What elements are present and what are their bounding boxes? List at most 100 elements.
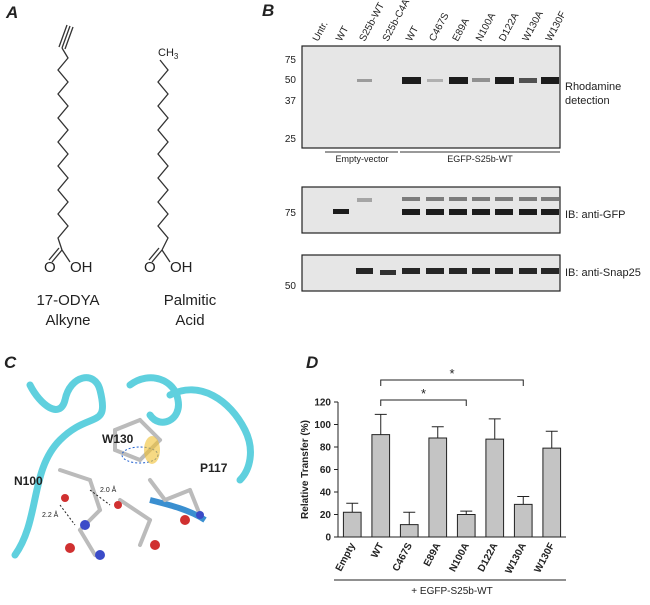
lane-label: W130F	[544, 10, 569, 44]
significance-label: *	[449, 366, 454, 381]
y-tick-label: 120	[314, 398, 331, 409]
molecule-name: Palmitic	[164, 292, 217, 309]
x-tick-label: W130A	[504, 541, 529, 576]
band	[472, 268, 490, 274]
y-tick-label: 80	[320, 443, 332, 454]
y-tick-label: 60	[320, 465, 332, 476]
bar	[513, 503, 533, 538]
atom-label: O	[44, 259, 56, 276]
band	[541, 209, 559, 215]
residue-label: N100	[14, 474, 43, 488]
band	[541, 268, 559, 274]
molecule-name: Alkyne	[45, 312, 90, 329]
band	[402, 77, 421, 84]
y-tick-label: 40	[320, 488, 332, 499]
band	[356, 268, 373, 274]
lane-label: D122A	[497, 11, 521, 43]
error-bar	[460, 510, 473, 515]
bar	[371, 434, 391, 538]
marker-label: 37	[285, 96, 297, 107]
band	[495, 77, 514, 84]
x-tick-label: Empty	[334, 541, 358, 574]
significance-label: *	[421, 386, 426, 401]
x-tick-label: W130F	[533, 541, 558, 575]
error-bar	[488, 418, 501, 440]
panel-label: C	[4, 353, 17, 372]
band	[541, 197, 559, 201]
bar	[485, 438, 505, 538]
panel-label: B	[262, 1, 274, 20]
blot-label: Rhodamine	[565, 81, 621, 93]
atom-label: O	[144, 259, 156, 276]
band	[426, 197, 444, 201]
significance-bracket	[380, 399, 467, 406]
atom-label: OH	[70, 259, 93, 276]
band	[357, 79, 372, 82]
error-bar	[545, 430, 558, 449]
band	[426, 268, 444, 274]
lane-label: WT	[404, 25, 421, 44]
group-label: Empty-vector	[335, 154, 388, 164]
bar	[456, 514, 476, 538]
band	[495, 209, 513, 215]
x-tick-label: D122A	[476, 541, 500, 574]
marker-label: 50	[285, 75, 297, 86]
bar	[342, 511, 362, 538]
band	[472, 209, 490, 215]
band	[541, 77, 559, 84]
band	[495, 197, 513, 201]
band	[449, 268, 467, 274]
band	[449, 209, 467, 215]
lane-label: E89A	[451, 16, 472, 43]
structure-odya	[48, 24, 74, 263]
band	[357, 198, 372, 202]
lane-label: WT	[334, 25, 351, 44]
x-tick-label: N100A	[448, 541, 472, 574]
band	[380, 270, 396, 275]
bar	[428, 437, 448, 538]
significance-bracket	[380, 379, 524, 386]
blot-label: IB: anti-GFP	[565, 209, 626, 221]
marker-label: 25	[285, 134, 297, 145]
x-axis-label: + EGFP-S25b-WT	[411, 586, 492, 597]
error-bar	[346, 502, 359, 513]
marker-label: 75	[285, 55, 297, 66]
structure-palmitic	[148, 59, 171, 263]
molecule-name: 17-ODYA	[36, 292, 99, 309]
band	[519, 268, 537, 274]
group-label: EGFP-S25b-WT	[447, 154, 513, 164]
lane-label: W130A	[521, 9, 546, 43]
band	[333, 209, 349, 214]
bands	[333, 77, 559, 275]
panel-label: D	[306, 353, 318, 372]
marker-label: 75	[285, 208, 297, 219]
residue-label: P117	[200, 461, 228, 475]
band	[426, 209, 444, 215]
distance-label: 2.0 Å	[100, 485, 117, 494]
x-tick-label: C467S	[391, 541, 415, 573]
x-tick-label: WT	[369, 541, 386, 560]
bar	[399, 524, 419, 538]
band	[449, 77, 468, 84]
error-bar	[431, 426, 444, 438]
error-bar	[517, 496, 530, 505]
atom-label: CH	[158, 47, 174, 59]
y-tick-label: 20	[320, 510, 332, 521]
structure-render	[11, 374, 254, 560]
band	[495, 268, 513, 274]
band	[519, 78, 537, 83]
panel-label: A	[5, 3, 18, 22]
lane-label: N100A	[474, 11, 498, 43]
band	[449, 197, 467, 201]
molecule-name: Acid	[175, 312, 204, 329]
atom-label: CH3	[158, 47, 179, 61]
gel-blot	[301, 45, 561, 149]
band	[519, 197, 537, 201]
blot-label: IB: anti-Snap25	[565, 267, 641, 279]
residue-label: W130	[102, 432, 134, 446]
y-axis-label: Relative Transfer (%)	[300, 420, 311, 519]
atom-subscript: 3	[174, 52, 179, 61]
